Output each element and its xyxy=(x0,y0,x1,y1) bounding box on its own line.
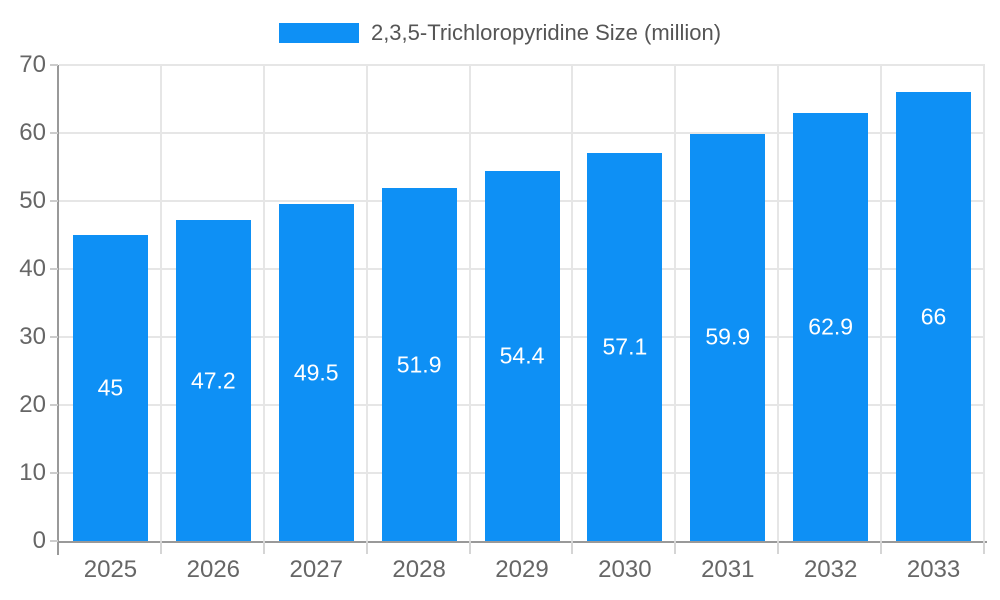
bar-value-label: 49.5 xyxy=(293,359,339,386)
x-tick-label: 2027 xyxy=(289,556,343,583)
bar-value-label: 59.9 xyxy=(705,323,751,350)
y-tick-mark xyxy=(50,540,58,542)
bar-2029[interactable] xyxy=(484,171,560,541)
v-gridline xyxy=(674,65,677,541)
h-gridline xyxy=(59,64,985,66)
bar-value-label: 57.1 xyxy=(602,333,648,360)
y-axis-line xyxy=(57,65,59,555)
y-tick-mark xyxy=(50,268,58,270)
v-gridline xyxy=(468,65,471,541)
x-tick-mark xyxy=(571,541,574,554)
v-gridline xyxy=(365,65,368,541)
x-tick-label: 2033 xyxy=(906,556,961,583)
v-gridline xyxy=(983,65,985,541)
legend-label: 2,3,5-Trichloropyridine Size (million) xyxy=(370,20,722,45)
x-tick-label: 2026 xyxy=(186,556,241,583)
x-tick-label: 2032 xyxy=(803,556,858,583)
y-tick-label: 30 xyxy=(19,323,46,350)
bar-2030[interactable] xyxy=(587,152,663,541)
y-tick-mark xyxy=(50,132,58,134)
bar-2026[interactable] xyxy=(175,220,251,541)
x-tick-mark xyxy=(777,541,780,554)
x-tick-mark xyxy=(262,541,265,554)
x-tick-mark xyxy=(880,541,883,554)
bar-2025[interactable] xyxy=(72,235,148,541)
x-tick-mark xyxy=(159,541,162,554)
y-tick-mark xyxy=(50,404,58,406)
x-tick-label: 2030 xyxy=(598,556,652,583)
v-gridline xyxy=(571,65,574,541)
y-tick-mark xyxy=(50,200,58,202)
y-tick-label: 60 xyxy=(19,119,46,146)
plot-area: 45 47.2 49.5 51.9 54.4 57.1 59.9 62.9 66 xyxy=(59,64,985,541)
bar-2032[interactable] xyxy=(793,113,869,541)
bar-value-label: 51.9 xyxy=(396,351,442,378)
y-tick-mark xyxy=(50,472,58,474)
x-tick-label: 2029 xyxy=(495,556,549,583)
bar-value-label: 54.4 xyxy=(499,342,545,369)
v-gridline xyxy=(262,65,265,541)
bar-value-label: 62.9 xyxy=(808,313,854,340)
v-gridline xyxy=(777,65,780,541)
y-tick-label: 20 xyxy=(19,391,46,418)
x-tick-mark xyxy=(983,541,985,554)
y-tick-label: 50 xyxy=(19,187,46,214)
x-tick-label: 2028 xyxy=(392,556,446,583)
legend[interactable]: 2,3,5-Trichloropyridine Size (million) xyxy=(0,20,1000,46)
y-tick-mark xyxy=(50,64,58,66)
y-tick-label: 70 xyxy=(19,51,46,78)
y-tick-label: 40 xyxy=(19,255,46,282)
x-tick-mark xyxy=(674,541,677,554)
bar-value-label: 66 xyxy=(920,303,947,330)
y-tick-mark xyxy=(50,336,58,338)
x-axis-line xyxy=(57,541,987,543)
x-tick-label: 2025 xyxy=(83,556,138,583)
bar-2027[interactable] xyxy=(278,204,354,541)
bar-2033[interactable] xyxy=(896,92,972,541)
x-tick-mark xyxy=(365,541,368,554)
y-tick-label: 0 xyxy=(32,527,46,554)
x-tick-label: 2031 xyxy=(701,556,755,583)
bar-2031[interactable] xyxy=(690,133,766,541)
h-gridline xyxy=(59,132,985,134)
v-gridline xyxy=(159,65,162,541)
bar-value-label: 45 xyxy=(97,374,124,401)
v-gridline xyxy=(880,65,883,541)
y-tick-label: 10 xyxy=(19,459,46,486)
bar-value-label: 47.2 xyxy=(190,367,236,394)
legend-swatch xyxy=(278,23,359,43)
bar-2028[interactable] xyxy=(381,188,457,541)
x-tick-mark xyxy=(468,541,471,554)
